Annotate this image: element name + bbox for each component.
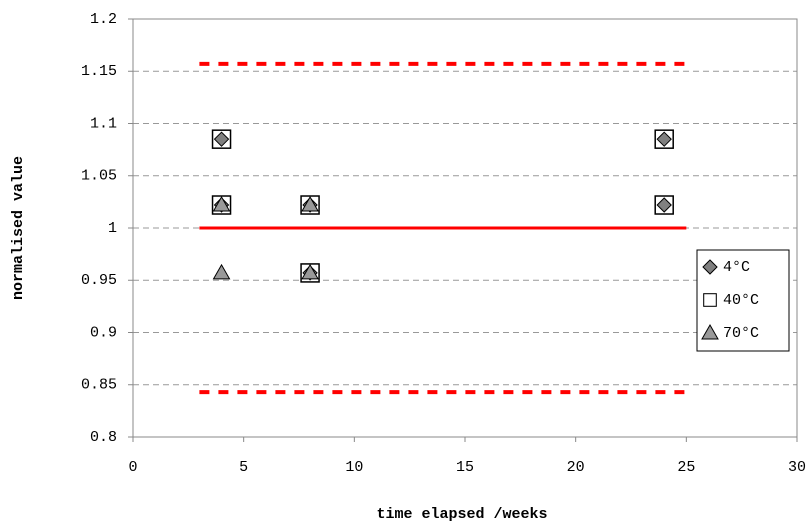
x-axis-label: time elapsed /weeks [376,506,547,523]
legend-label: 70°C [723,325,759,342]
x-tick-label: 5 [239,459,248,476]
marker-triangle [212,263,231,280]
marker-diamond [656,197,672,213]
y-tick-label: 1.15 [81,63,117,80]
marker-diamond [702,259,718,275]
marker-triangle [212,196,231,212]
y-tick-label: 1 [108,220,117,237]
y-tick-label: 0.95 [81,272,117,289]
x-tick-label: 10 [345,459,363,476]
y-tick-label: 1.2 [90,11,117,28]
y-tick-label: 0.8 [90,429,117,446]
y-axis-label: normalised value [10,156,27,300]
y-tick-label: 1.1 [90,115,117,132]
marker-square [703,293,717,307]
legend-label: 4°C [723,259,750,276]
x-tick-label: 25 [677,459,695,476]
plot-frame [132,18,798,438]
x-tick-label: 20 [567,459,585,476]
x-tick-label: 30 [788,459,806,476]
marker-diamond [213,131,230,147]
x-tick-label: 0 [128,459,137,476]
x-tick-label: 15 [456,459,474,476]
y-tick-label: 1.05 [81,168,117,185]
marker-triangle [301,263,319,280]
y-tick-label: 0.9 [90,324,117,341]
marker-triangle [301,196,319,212]
marker-diamond [656,131,672,147]
legend-label: 40°C [723,292,759,309]
y-tick-label: 0.85 [81,377,117,394]
marker-triangle [701,323,719,340]
